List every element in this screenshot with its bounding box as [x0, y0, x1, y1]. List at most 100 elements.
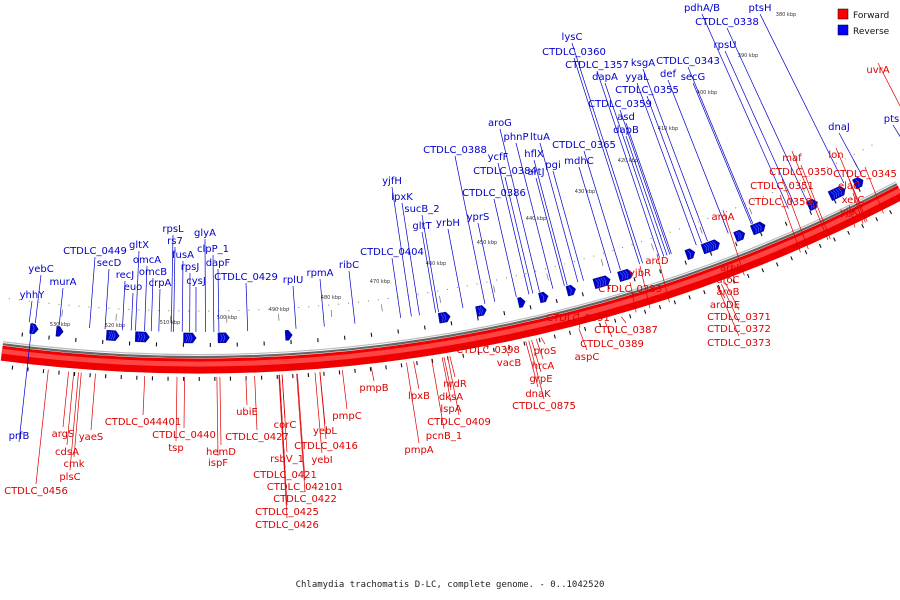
gene-boundary [832, 190, 837, 198]
forward-gene-label: vacB [497, 358, 522, 369]
forward-leader-line [722, 209, 745, 276]
reverse-gene-label: CTDLC_0386 [462, 188, 526, 199]
ring-inner-mark [581, 292, 584, 297]
reverse-leader-line [447, 228, 464, 309]
gene-boundary [600, 277, 604, 286]
reverse-gene-arrow [684, 248, 696, 261]
reverse-gene-label: CTDLC_0388 [423, 145, 487, 156]
gene-boundary [703, 244, 707, 253]
reverse-gene-label: dapF [206, 258, 231, 269]
forward-leader-line [730, 260, 735, 280]
ring-inner-mark [709, 251, 713, 256]
reverse-gene-label: yrbH [436, 218, 460, 229]
forward-leader-line [578, 328, 588, 351]
gene-boundary [622, 271, 626, 280]
legend-forward-swatch [837, 8, 849, 20]
forward-gene-label: aroB [717, 287, 740, 298]
reverse-leader-line [173, 246, 176, 332]
forward-leader-line [319, 372, 327, 440]
forward-leader-line [447, 356, 460, 416]
gene-boundary [112, 331, 116, 340]
forward-gene-label: CTDLC_0427 [225, 432, 289, 443]
ring-scale-mark [508, 344, 511, 349]
reverse-gene-label: lysC [562, 32, 583, 43]
reverse-gene-label: def [660, 69, 677, 80]
forward-leader-line [90, 373, 96, 431]
reverse-gene-arrow [592, 275, 611, 290]
ring-inner-mark [476, 316, 479, 321]
reverse-gene-label: lpxK [391, 192, 413, 203]
reverse-gene-label: omcB [139, 267, 167, 278]
reverse-gene-label: CTDLC_0355 [615, 85, 679, 96]
forward-leader-line [297, 373, 306, 481]
reverse-gene-label: rpsL [162, 224, 184, 235]
gene-boundary [810, 200, 815, 209]
legend-reverse-swatch [837, 24, 849, 36]
reverse-gene-label: CTDLC_0404 [360, 247, 424, 258]
reverse-gene-arrow [749, 221, 766, 236]
ring-scale-mark [643, 309, 647, 314]
ring-scale-mark [400, 363, 403, 368]
forward-gene-label: yebI [311, 455, 332, 466]
gene-boundary [619, 272, 624, 281]
map-caption: Chlamydia trachomatis D-LC, complete gen… [296, 580, 605, 590]
gene-boundary [757, 223, 762, 232]
reverse-gene-label: rplU [283, 275, 304, 286]
reverse-gene-label: glyA [194, 228, 216, 239]
reverse-leader-line [687, 66, 754, 224]
ring-scale-mark [747, 273, 750, 279]
reverse-gene-label: cysJ [186, 276, 206, 287]
ring-scale-mark [523, 341, 526, 346]
reverse-gene-label: sucB_2 [404, 204, 439, 215]
gene-boundary [108, 331, 111, 340]
reverse-gene-label: CTDLC_0365 [552, 140, 616, 151]
reverse-leader-line [724, 50, 796, 206]
forward-leader-line [175, 376, 178, 442]
forward-gene-label: aroDE [710, 300, 740, 311]
reverse-gene-label: rpsJ [181, 262, 200, 273]
reverse-gene-label: ptsH [749, 3, 772, 14]
reverse-leader-line [535, 177, 565, 286]
forward-leader-line [621, 316, 627, 324]
gene-boundary [31, 324, 35, 333]
forward-leader-line [314, 372, 323, 454]
reverse-leader-line [170, 234, 174, 332]
forward-gene-label: CTDLC_0875 [512, 401, 576, 412]
forward-leader-line [341, 370, 348, 410]
kbp-tick-mark [801, 185, 805, 192]
gene-boundary [479, 306, 483, 315]
forward-gene-label: CTDLC_0416 [294, 441, 358, 452]
forward-leader-line [441, 357, 452, 403]
kbp-tick-mark [651, 243, 654, 251]
forward-leader-line [254, 375, 258, 431]
ring-inner-mark [760, 232, 763, 237]
forward-leader-line [142, 376, 146, 416]
ring-scale-mark [568, 330, 571, 335]
forward-gene-label: CTDLC_0350 [769, 167, 833, 178]
reverse-gene-arrow [475, 305, 487, 317]
ring-inner-mark [659, 269, 662, 274]
kbp-tick-mark [330, 309, 333, 317]
gene-boundary [140, 332, 143, 342]
reverse-leader-line [759, 13, 845, 184]
forward-gene-label: uvrA [866, 65, 889, 76]
reverse-gene-label: yhhY [20, 290, 46, 301]
reverse-leader-line [726, 27, 807, 201]
gene-boundary [705, 243, 710, 252]
reverse-gene-arrow [217, 332, 230, 344]
reverse-leader-line [583, 150, 621, 271]
forward-gene-label: CTDLC_0398 [456, 345, 520, 356]
reverse-gene-label: ptsI [884, 114, 900, 125]
reverse-gene-label: secG [681, 72, 706, 83]
forward-gene-label: CTDLC_0371 [707, 312, 771, 323]
kbp-tick-mark [493, 285, 496, 293]
reverse-leader-line [34, 274, 42, 324]
reverse-leader-line [493, 198, 517, 298]
forward-leader-line [779, 194, 801, 253]
reverse-leader-line [642, 68, 708, 242]
legend: Forward Reverse [837, 8, 890, 37]
reverse-gene-label: ltuA [530, 132, 550, 143]
reverse-leader-line [319, 278, 325, 327]
reverse-gene-arrow [437, 311, 451, 324]
reverse-leader-line [499, 128, 540, 292]
